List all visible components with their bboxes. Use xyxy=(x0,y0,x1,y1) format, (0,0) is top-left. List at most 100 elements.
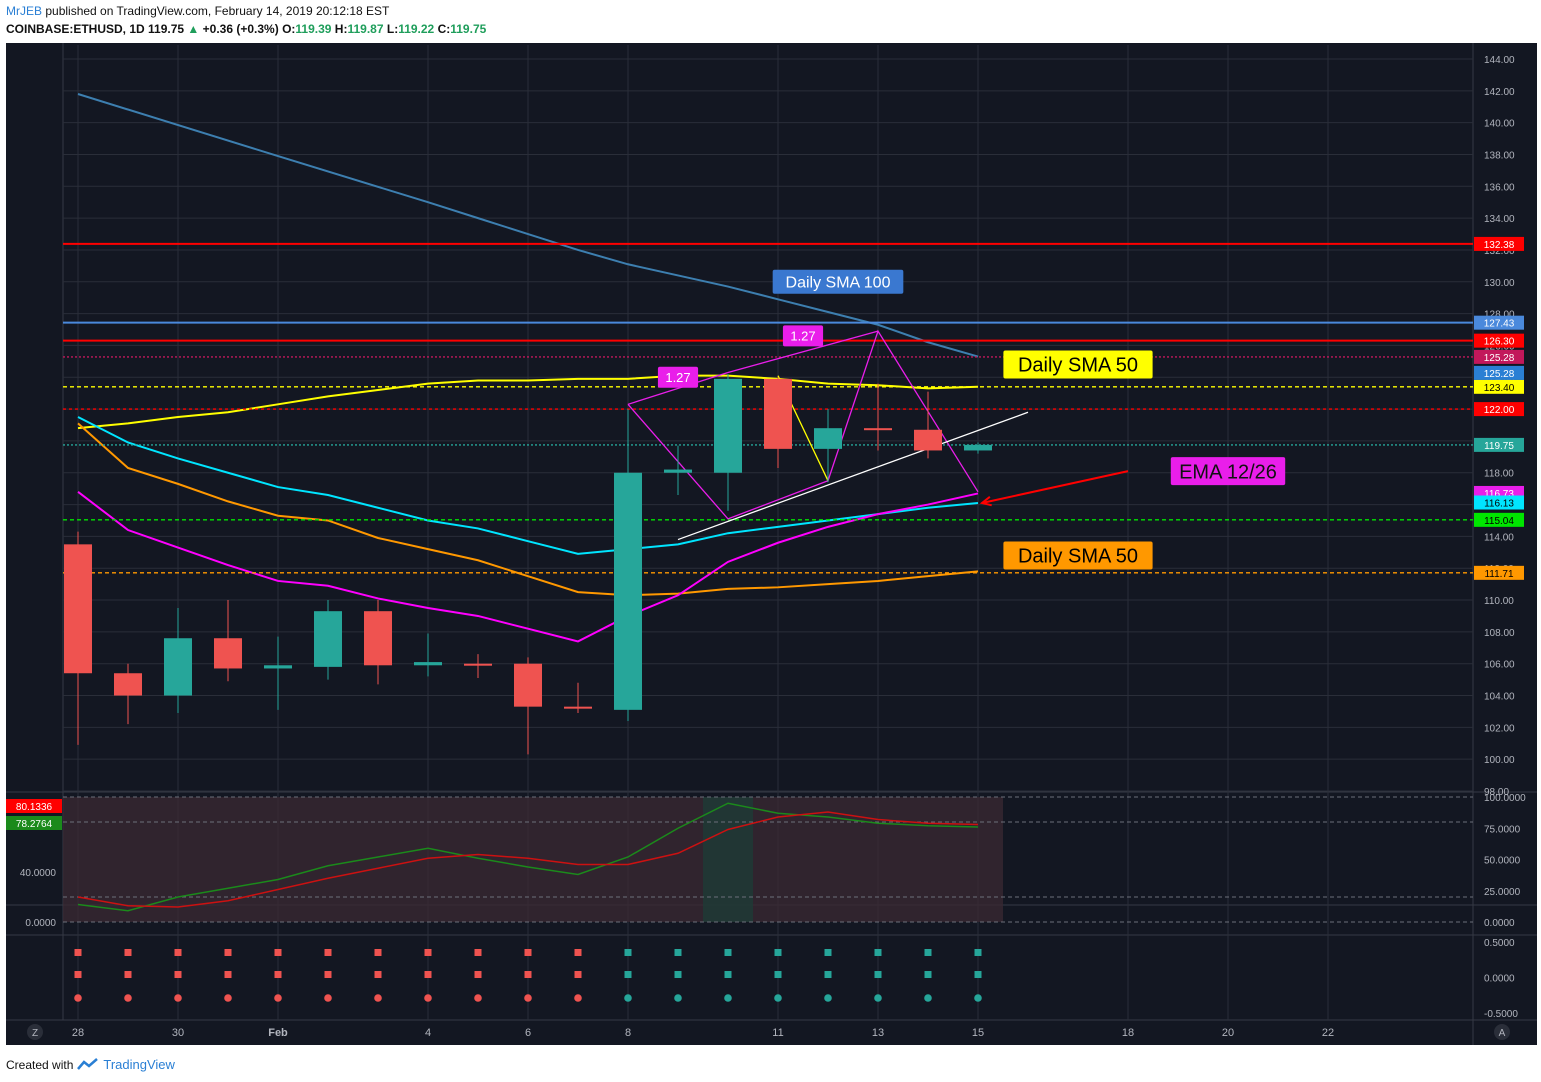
time-tick-label: 11 xyxy=(772,1027,783,1039)
annotation-label: EMA 12/26 xyxy=(1179,461,1277,483)
series-line xyxy=(77,491,979,643)
candle-body xyxy=(114,673,142,696)
candle-body xyxy=(814,428,842,449)
candle-body xyxy=(564,706,592,709)
candle-body xyxy=(714,378,742,473)
created-with-text: Created with xyxy=(6,1057,74,1072)
pane3-square-marker xyxy=(824,971,832,978)
price-tick-label: 134.00 xyxy=(1484,214,1515,225)
annotation-label: 1.27 xyxy=(790,329,815,344)
pane3-square-marker xyxy=(824,949,832,956)
price-axis-tag xyxy=(1474,495,1524,510)
pane3-dot-marker xyxy=(624,994,632,1002)
pane3-dot-marker xyxy=(374,994,382,1002)
pane3-tick-label: 0.0000 xyxy=(1484,974,1515,985)
annotation-box xyxy=(1003,350,1153,379)
candle-body xyxy=(914,429,942,451)
pane3-dot-marker xyxy=(174,994,182,1002)
pane3-square-marker xyxy=(124,949,132,956)
stoch-k-line xyxy=(77,802,979,912)
stoch-k-tag-label: 78.2764 xyxy=(16,819,53,830)
drawing-line xyxy=(627,371,729,405)
pane3-dot-marker xyxy=(274,994,282,1002)
pane3-square-marker xyxy=(524,971,532,978)
pane3-dot-marker xyxy=(74,994,82,1002)
tradingview-brand[interactable]: TradingView xyxy=(103,1057,175,1072)
price-tick-label: 118.00 xyxy=(1484,469,1514,480)
price-axis-tag-label: 115.04 xyxy=(1484,516,1514,527)
series-line xyxy=(77,374,979,430)
pane3-square-marker xyxy=(774,949,782,956)
stoch-tick-label: 75.0000 xyxy=(1484,824,1521,835)
pane3-square-marker xyxy=(724,971,732,978)
auto-scale-button-label: A xyxy=(1499,1028,1506,1039)
low-label: L: xyxy=(386,22,399,36)
price-tick-label: 102.00 xyxy=(1484,723,1515,734)
price-axis-tag xyxy=(1474,379,1524,394)
pane3-square-marker xyxy=(324,971,332,978)
candle-body xyxy=(764,378,792,449)
time-tick-label: Feb xyxy=(268,1027,288,1039)
pane3-square-marker xyxy=(524,949,532,956)
pane3-dot-marker xyxy=(974,994,982,1002)
price-axis-tag-label: 125.28 xyxy=(1484,369,1515,380)
tradingview-logo-icon xyxy=(77,1057,99,1070)
pane3-square-marker xyxy=(74,949,82,956)
pane3-square-marker xyxy=(624,949,632,956)
pane3-square-marker xyxy=(224,971,232,978)
price-tick-label: 130.00 xyxy=(1484,278,1515,289)
time-tick-label: 20 xyxy=(1222,1027,1234,1039)
price-axis-tag-label: 125.28 xyxy=(1484,353,1515,364)
author-link[interactable]: MrJEB xyxy=(6,4,42,18)
series-line xyxy=(77,422,979,597)
symbol-name[interactable]: COINBASE:ETHUSD, 1D xyxy=(6,22,145,36)
price-change: +0.36 (+0.3%) xyxy=(202,22,279,36)
pane3-square-marker xyxy=(74,971,82,978)
open-value: 119.39 xyxy=(295,22,332,36)
time-tick-label: 8 xyxy=(625,1027,631,1039)
price-axis-tag xyxy=(1474,349,1524,364)
footer: Created with TradingView xyxy=(6,1057,175,1072)
annotation-box xyxy=(782,325,824,347)
pane3-dot-marker xyxy=(924,994,932,1002)
open-label: O: xyxy=(282,22,296,36)
candle-body xyxy=(314,611,342,667)
pane3-square-marker xyxy=(974,949,982,956)
pane3-square-marker xyxy=(874,971,882,978)
annotation-label: Daily SMA 50 xyxy=(1018,355,1138,377)
candle-body xyxy=(264,665,292,669)
pane3-square-marker xyxy=(674,949,682,956)
stoch-left-label: 40.0000 xyxy=(20,868,57,879)
stoch-d-line xyxy=(77,811,979,908)
price-tick-label: 136.00 xyxy=(1484,182,1515,193)
price-axis-tag xyxy=(1474,565,1524,580)
pane3-square-marker xyxy=(774,971,782,978)
price-tick-label: 100.00 xyxy=(1484,755,1515,766)
candle-body xyxy=(364,611,392,666)
close-label: C: xyxy=(437,22,451,36)
candle-body xyxy=(414,662,442,666)
pane3-square-marker xyxy=(424,971,432,978)
pane3-square-marker xyxy=(874,949,882,956)
time-tick-label: 22 xyxy=(1322,1027,1334,1039)
arrow-head xyxy=(979,496,992,507)
pane3-square-marker xyxy=(224,949,232,956)
annotation-label: Daily SMA 100 xyxy=(786,275,891,292)
pane3-square-marker xyxy=(724,949,732,956)
drawing-line xyxy=(727,330,879,374)
candle-body xyxy=(164,638,192,696)
price-axis-tag-label: 127.43 xyxy=(1484,319,1515,330)
price-axis-tag-label: 122.00 xyxy=(1484,405,1515,416)
price-axis-tag xyxy=(1474,315,1524,330)
time-tick-label: 30 xyxy=(172,1027,184,1039)
pane3-dot-marker xyxy=(474,994,482,1002)
stoch-tick-label: 0.0000 xyxy=(1484,918,1515,929)
pane3-square-marker xyxy=(924,971,932,978)
pane3-square-marker xyxy=(274,971,282,978)
pane3-tick-label: 0.5000 xyxy=(1484,938,1515,949)
price-axis-tag-label: 123.40 xyxy=(1484,383,1515,394)
pane3-dot-marker xyxy=(124,994,132,1002)
price-axis-tag xyxy=(1474,333,1524,348)
time-tick-label: 28 xyxy=(72,1027,84,1039)
